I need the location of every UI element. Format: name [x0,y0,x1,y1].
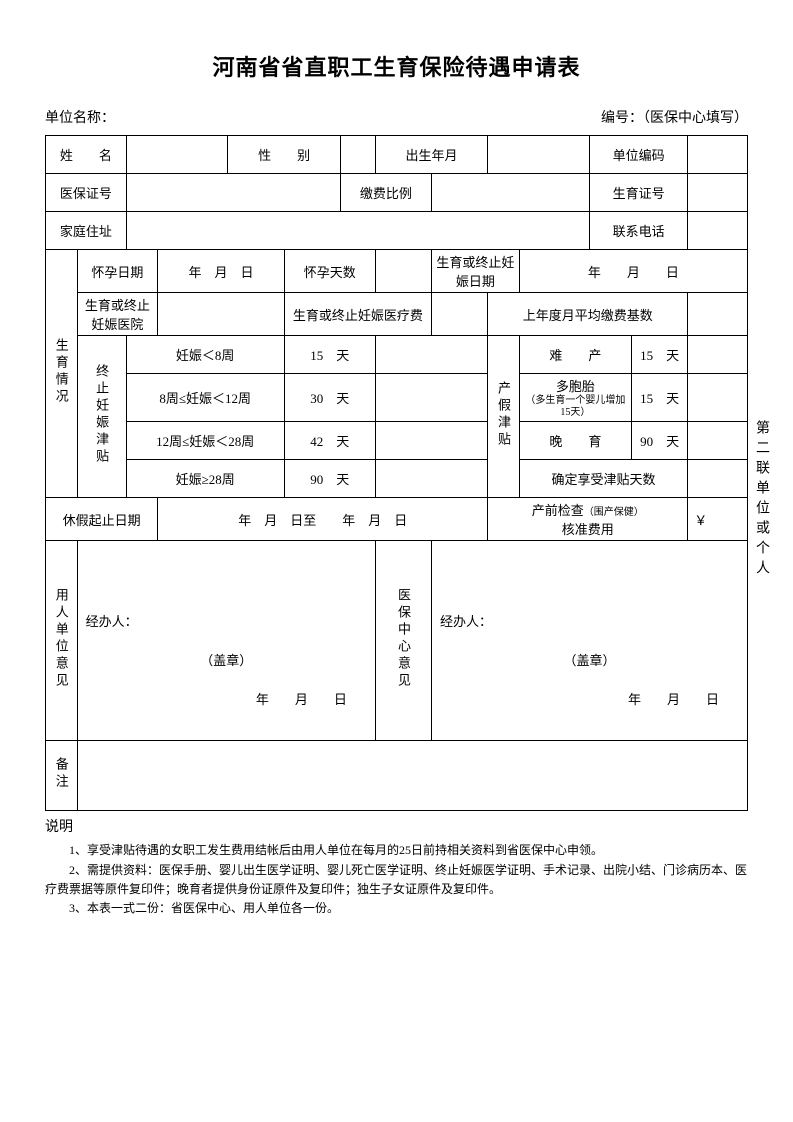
field-name[interactable] [126,136,228,174]
label-address: 家庭住址 [46,212,127,250]
field-mat-b4[interactable] [688,460,748,498]
row-hospital: 生育或终止妊娠医院 生育或终止妊娠医疗费 上年度月平均缴费基数 [46,293,748,336]
field-pregdate[interactable]: 年 月 日 [158,250,284,293]
label-pregdate: 怀孕日期 [77,250,158,293]
row-term4: 妊娠≥28周 90 天 确定享受津贴天数 [46,460,748,498]
label-avgbase: 上年度月平均缴费基数 [488,293,688,336]
label-termdate: 生育或终止妊娠日期 [432,250,520,293]
field-term-a2[interactable] [375,374,487,422]
field-address[interactable] [126,212,589,250]
note-1: 1、享受津贴待遇的女职工发生费用结帐后由用人单位在每月的25日前持相关资料到省医… [45,841,748,860]
field-payratio[interactable] [432,174,590,212]
label-payratio: 缴费比例 [340,174,431,212]
field-medfee[interactable] [432,293,488,336]
serial-label: 编号：（医保中心填写） [601,107,748,127]
val-term-a3: 42 天 [284,422,375,460]
notes-section: 说明 1、享受津贴待遇的女职工发生费用结帐后由用人单位在每月的25日前持相关资料… [45,817,748,918]
val-term-a4: 90 天 [284,460,375,498]
field-hospital[interactable] [158,293,284,336]
field-prenatal[interactable]: ￥ [688,498,748,541]
field-employer-opinion[interactable]: 经办人： （盖章） 年 月 日 [77,541,375,741]
label-leave: 休假起止日期 [46,498,158,541]
label-hospital: 生育或终止妊娠医院 [77,293,158,336]
row-address: 家庭住址 联系电话 [46,212,748,250]
main-table: 姓 名 性 别 出生年月 单位编码 医保证号 缴费比例 生育证号 家庭住址 联系… [45,135,748,811]
val-mat-b2: 15 天 [632,374,688,422]
val-term-a2: 30 天 [284,374,375,422]
val-term-a1: 15 天 [284,336,375,374]
note-3: 3、本表一式二份：省医保中心、用人单位各一份。 [45,899,748,918]
field-birthcert[interactable] [688,174,748,212]
row-term3: 12周≤妊娠＜28周 42 天 晚 育 90 天 [46,422,748,460]
row-medid: 医保证号 缴费比例 生育证号 [46,174,748,212]
row-remarks: 备注 [46,741,748,811]
field-leave[interactable]: 年 月 日至 年 月 日 [158,498,488,541]
label-unitcode: 单位编码 [589,136,687,174]
row-term1: 终止妊娠津贴 妊娠＜8周 15 天 产假津贴 难 产 15 天 [46,336,748,374]
label-term-allowance: 终止妊娠津贴 [77,336,126,498]
notes-title: 说明 [45,817,748,839]
note-2: 2、需提供资料：医保手册、婴儿出生医学证明、婴儿死亡医学证明、终止妊娠医学证明、… [45,861,748,899]
label-center-opinion: 医保中心意见 [375,541,431,741]
label-name: 姓 名 [46,136,127,174]
field-birth[interactable] [488,136,590,174]
form-title: 河南省省直职工生育保险待遇申请表 [45,50,748,82]
field-term-a4[interactable] [375,460,487,498]
field-phone[interactable] [688,212,748,250]
field-center-opinion[interactable]: 经办人： （盖章） 年 月 日 [432,541,748,741]
label-mat-b2: 多胞胎 （多生育一个婴儿增加15天） [519,374,631,422]
field-remarks[interactable] [77,741,747,811]
row-opinions: 用人单位意见 经办人： （盖章） 年 月 日 医保中心意见 经办人： （盖章） … [46,541,748,741]
row-term2: 8周≤妊娠＜12周 30 天 多胞胎 （多生育一个婴儿增加15天） 15 天 [46,374,748,422]
row-leave: 休假起止日期 年 月 日至 年 月 日 产前检查（围产保健） 核准费用 ￥ [46,498,748,541]
field-unitcode[interactable] [688,136,748,174]
unit-name-label: 单位名称： [45,107,115,127]
label-employer-opinion: 用人单位意见 [46,541,78,741]
field-pregdays[interactable] [375,250,431,293]
label-birthcert: 生育证号 [589,174,687,212]
label-term-a3: 12周≤妊娠＜28周 [126,422,284,460]
label-mat-allowance: 产假津贴 [488,336,520,498]
field-medid[interactable] [126,174,340,212]
label-term-a4: 妊娠≥28周 [126,460,284,498]
header-row: 单位名称： 编号：（医保中心填写） [45,107,748,127]
field-mat-b2[interactable] [688,374,748,422]
val-mat-b1: 15 天 [632,336,688,374]
label-remarks: 备注 [46,741,78,811]
field-termdate[interactable]: 年 月 日 [519,250,747,293]
val-mat-b3: 90 天 [632,422,688,460]
label-birth-section: 生育情况 [46,250,78,498]
label-gender: 性 别 [228,136,340,174]
field-term-a3[interactable] [375,422,487,460]
label-term-a2: 8周≤妊娠＜12周 [126,374,284,422]
label-birth: 出生年月 [375,136,487,174]
label-phone: 联系电话 [589,212,687,250]
label-pregdays: 怀孕天数 [284,250,375,293]
label-term-a1: 妊娠＜8周 [126,336,284,374]
label-mat-b4: 确定享受津贴天数 [519,460,687,498]
label-mat-b1: 难 产 [519,336,631,374]
side-label: 第二联单位或个人 [751,420,771,580]
field-avgbase[interactable] [688,293,748,336]
label-medfee: 生育或终止妊娠医疗费 [284,293,431,336]
field-mat-b1[interactable] [688,336,748,374]
row-name: 姓 名 性 别 出生年月 单位编码 [46,136,748,174]
label-medid: 医保证号 [46,174,127,212]
field-term-a1[interactable] [375,336,487,374]
field-mat-b3[interactable] [688,422,748,460]
row-pregdate: 生育情况 怀孕日期 年 月 日 怀孕天数 生育或终止妊娠日期 年 月 日 [46,250,748,293]
label-prenatal: 产前检查（围产保健） 核准费用 [488,498,688,541]
field-gender[interactable] [340,136,375,174]
label-mat-b3: 晚 育 [519,422,631,460]
